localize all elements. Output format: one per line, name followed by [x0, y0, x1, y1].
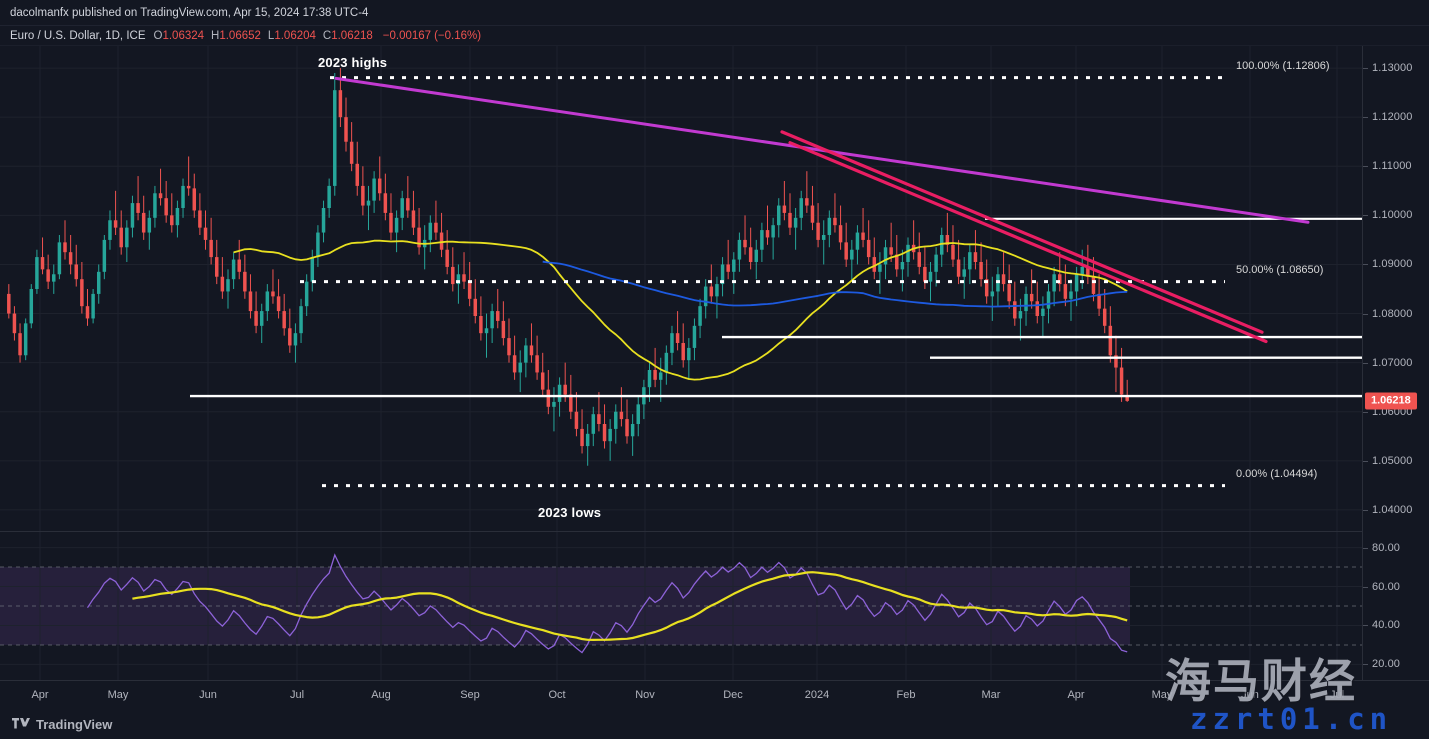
rsi-chart-svg	[0, 532, 1362, 680]
time-axis-label: Oct	[548, 689, 566, 701]
open-label: O	[153, 29, 163, 42]
annotation-2023-highs: 2023 highs	[318, 55, 388, 70]
price-axis-label: 1.07000	[1372, 356, 1413, 369]
annotation-2023-lows: 2023 lows	[538, 505, 602, 520]
current-price-badge[interactable]: 1.06218	[1365, 392, 1417, 410]
rsi-axis-tick	[1363, 586, 1368, 588]
ohlc-close: C1.06218	[323, 30, 373, 42]
price-axis-label: 1.11000	[1372, 160, 1412, 173]
time-axis-label: Jul	[289, 689, 305, 701]
ohlc-low: L1.06204	[268, 30, 316, 42]
low-value: 1.06204	[274, 29, 316, 42]
price-axis-label: 1.13000	[1372, 62, 1413, 75]
publisher-bar: dacolmanfx published on TradingView.com,…	[0, 0, 1429, 26]
price-axis-label: 1.05000	[1372, 454, 1413, 467]
price-axis-label: 1.09000	[1372, 258, 1413, 271]
price-axis-tick	[1363, 264, 1368, 266]
time-axis-label: Jun	[1241, 689, 1259, 701]
rsi-pane[interactable]	[0, 532, 1362, 680]
fib-label-0: 0.00% (1.04494)	[1236, 467, 1318, 480]
time-axis[interactable]: Apr May Jun Jul Aug Sep Oct Nov Dec 2024 Feb Mar Apr…	[0, 680, 1429, 708]
fib-label-50: 50.00% (1.08650)	[1236, 263, 1324, 276]
rsi-axis-label: 60.00	[1372, 580, 1401, 593]
high-label: H	[211, 29, 220, 42]
price-axis-tick	[1363, 215, 1368, 217]
high-value: 1.06652	[219, 29, 261, 42]
publisher-text: dacolmanfx published on TradingView.com,…	[10, 6, 369, 19]
time-axis-label: Jul	[1329, 689, 1345, 701]
time-axis-label: Dec	[723, 689, 743, 701]
price-axis-label: 1.08000	[1372, 307, 1413, 320]
price-axis-tick	[1363, 411, 1368, 413]
tradingview-brand-text: TradingView	[36, 717, 113, 732]
low-label: L	[267, 29, 275, 42]
price-axis-tick	[1363, 460, 1368, 462]
price-chart-svg	[0, 46, 1362, 532]
price-axis-label: 1.12000	[1372, 111, 1413, 124]
time-axis-label: 2024	[804, 689, 830, 701]
ohlc-high: H1.06652	[211, 30, 261, 42]
price-axis-label: 1.10000	[1372, 209, 1413, 222]
rsi-axis-label: 40.00	[1372, 619, 1401, 632]
tradingview-mark-icon	[12, 718, 30, 731]
watermark-chinese: 海马财经	[1165, 654, 1357, 708]
time-axis-label: Nov	[635, 689, 655, 701]
price-axis-label: 1.04000	[1372, 503, 1413, 516]
price-axis[interactable]: 1.13000 1.12000 1.11000 1.10000 1.09000 1.080…	[1362, 46, 1429, 680]
change-value: −0.00167	[382, 29, 432, 42]
price-pane[interactable]	[0, 46, 1362, 532]
price-axis-tick	[1363, 509, 1368, 511]
time-axis-label: May	[107, 689, 129, 701]
time-axis-label: Sep	[460, 689, 480, 701]
rsi-axis-tick	[1363, 664, 1368, 666]
symbol-legend-bar: Euro / U.S. Dollar, 1D, ICE O1.06324 H1.…	[0, 26, 1429, 46]
rsi-axis-tick	[1363, 625, 1368, 627]
price-axis-tick	[1363, 362, 1368, 364]
close-value: 1.06218	[331, 29, 373, 42]
time-axis-label: Feb	[896, 689, 916, 701]
symbol-label[interactable]: Euro / U.S. Dollar, 1D, ICE	[10, 29, 146, 42]
close-label: C	[322, 29, 332, 42]
open-value: 1.06324	[162, 29, 205, 42]
tradingview-logo[interactable]: TradingView	[12, 717, 112, 732]
price-axis-tick	[1363, 313, 1368, 315]
footer-bar: TradingView	[0, 708, 1429, 739]
rsi-axis-label: 80.00	[1372, 541, 1401, 554]
rsi-axis-label: 20.00	[1372, 658, 1401, 671]
time-axis-label: Mar	[981, 689, 1001, 701]
time-axis-label: May	[1151, 689, 1173, 701]
pane-separator[interactable]	[0, 531, 1362, 532]
time-axis-label: Apr	[1067, 689, 1085, 701]
price-axis-tick	[1363, 117, 1368, 119]
rsi-axis-tick	[1363, 547, 1368, 549]
time-axis-label: Jun	[199, 689, 217, 701]
time-axis-label: Apr	[31, 689, 49, 701]
change-percent: (−0.16%)	[434, 29, 482, 42]
price-axis-tick	[1363, 166, 1368, 168]
ohlc-open: O1.06324	[154, 30, 205, 42]
price-axis-tick	[1363, 68, 1368, 70]
watermark-url: zzrt01.cn	[1190, 702, 1393, 736]
time-axis-label: Aug	[371, 689, 391, 701]
fib-label-100: 100.00% (1.12806)	[1236, 59, 1330, 72]
